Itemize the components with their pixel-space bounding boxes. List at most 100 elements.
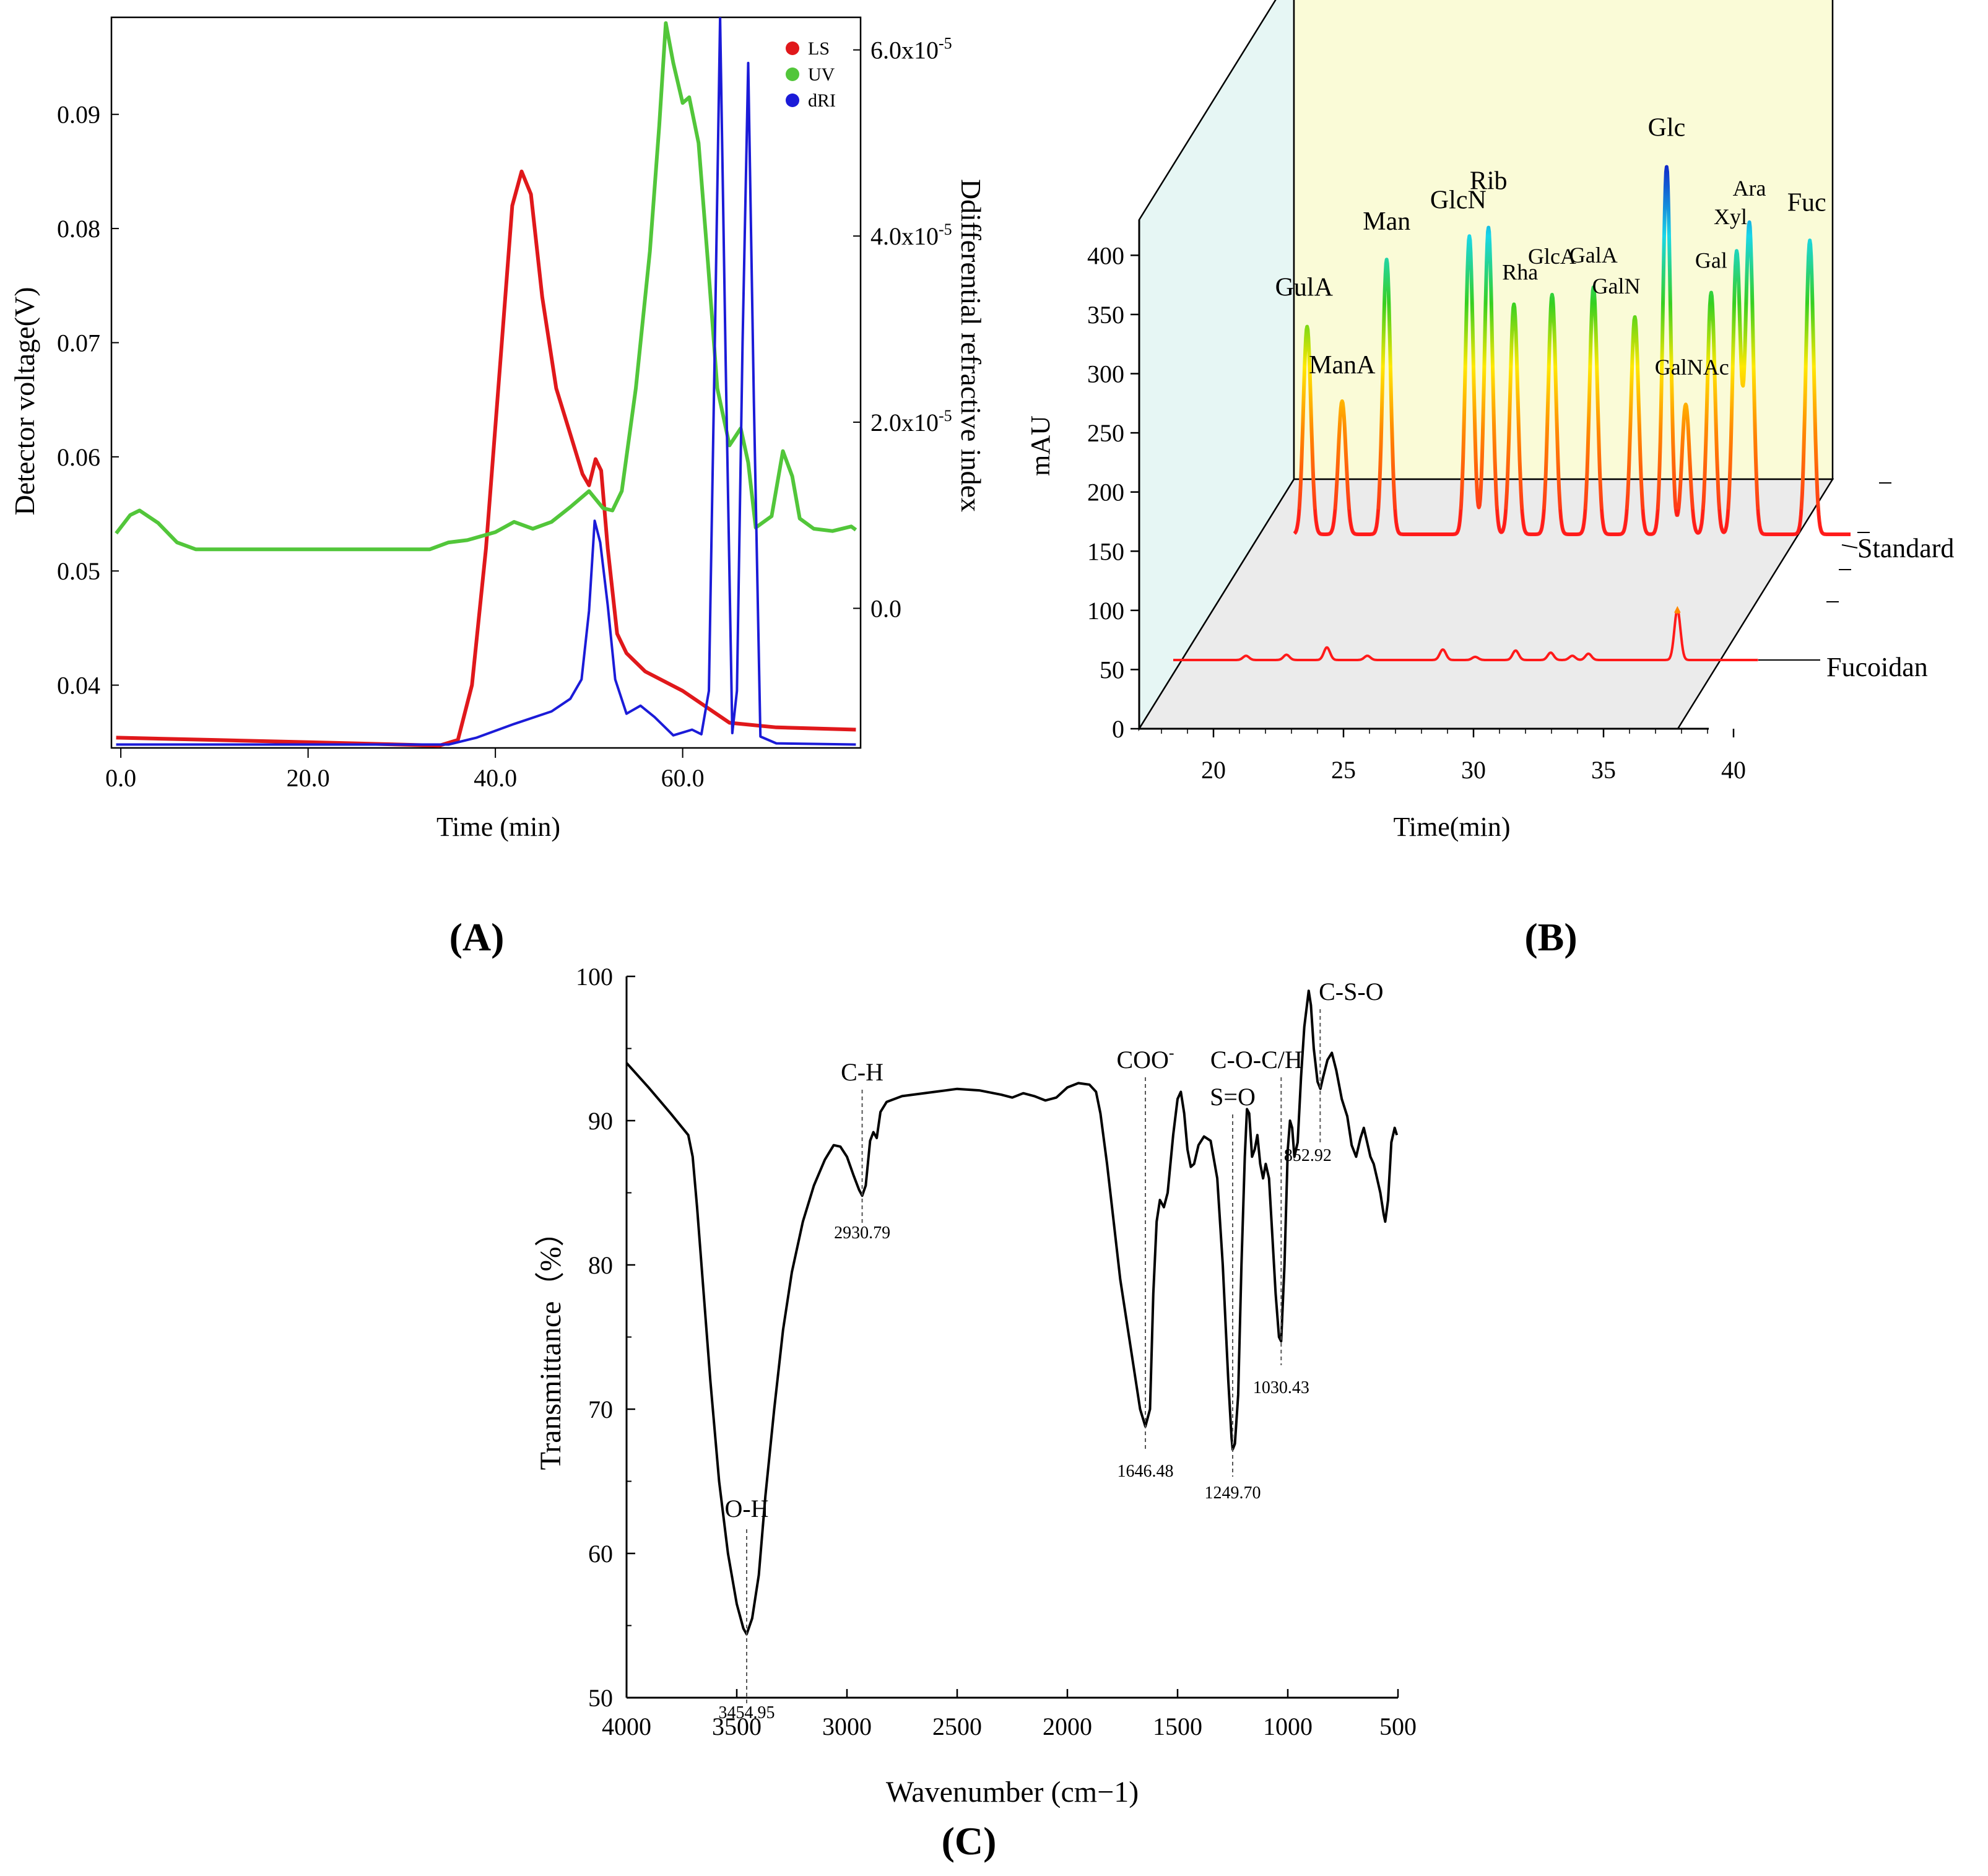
peak-label-xyl: Xyl xyxy=(1714,204,1747,229)
annotation-value: 852.92 xyxy=(1284,1146,1332,1165)
peak-label-gal: Gal xyxy=(1695,248,1727,273)
y2-tick-sup: -5 xyxy=(939,407,952,425)
annotation-coo-base: COO xyxy=(1116,1046,1168,1074)
y2-tick-label-a: 0.0 xyxy=(870,595,901,623)
y-tick-label-c: 60 xyxy=(588,1540,613,1568)
x-tick-label-c: 500 xyxy=(1379,1713,1417,1740)
y2-tick-value: 0.0 xyxy=(870,595,901,623)
annotation-value: 2930.79 xyxy=(834,1223,890,1243)
panel-label-b: (B) xyxy=(1524,915,1577,959)
legend-marker-dri xyxy=(786,93,799,107)
panel-b-monosaccharide-hplc: 0 50 100 150 200 250 300 350 400 20 25 30 35 40 Time(m… xyxy=(1025,0,1954,842)
x-axis-title-a: Time (min) xyxy=(436,812,560,842)
standard-label-line xyxy=(1841,544,1858,549)
peak-label-galn: GalN xyxy=(1592,274,1641,298)
peak-label-fuc: Fuc xyxy=(1787,188,1826,217)
x-tick-label-c: 1500 xyxy=(1153,1713,1202,1740)
peak-label-glca: GlcA xyxy=(1528,244,1576,269)
y-tick-label-a: 0.08 xyxy=(57,215,100,243)
y2-tick-base: 2.0x10 xyxy=(870,409,939,436)
annotation-coo-sup: - xyxy=(1169,1044,1174,1062)
x-tick-label-a: 0.0 xyxy=(105,764,136,792)
x-tick-label-c: 3500 xyxy=(712,1713,762,1740)
x-tick-label-b: 20 xyxy=(1201,756,1226,784)
series-line-dri xyxy=(116,17,856,746)
annotation-label-ch: C-H xyxy=(841,1058,883,1086)
y-tick-label-b: 350 xyxy=(1087,301,1124,329)
x-tick-label-a: 20.0 xyxy=(287,764,330,792)
x-tick-label-c: 2500 xyxy=(932,1713,982,1740)
y-tick-label-c: 90 xyxy=(588,1107,613,1135)
fucoidan-trace xyxy=(1173,608,1759,661)
legend-label-ls: LS xyxy=(808,38,830,59)
annotation-label-cso: C-S-O xyxy=(1319,978,1383,1005)
legend-marker-ls xyxy=(786,41,799,55)
y-tick-label-a: 0.06 xyxy=(57,443,100,471)
panel-c-ftir-spectrum: 50 60 70 80 90 100 4000 3500 3000 2500 2000 1500 100… xyxy=(534,963,1417,1809)
series-line-uv xyxy=(115,21,857,552)
peak-label-glcn: GlcN xyxy=(1430,186,1487,214)
y-tick-label-b: 300 xyxy=(1087,360,1124,388)
standard-trace-base xyxy=(1293,510,1851,536)
y-tick-label-a: 0.04 xyxy=(57,672,100,700)
y-tick-label-b: 250 xyxy=(1087,419,1124,447)
peak-label-ara: Ara xyxy=(1733,176,1766,201)
x-tick-label-c: 4000 xyxy=(602,1713,651,1740)
y2-tick-label-a: 2.0x10-5 xyxy=(870,407,952,436)
y-tick-label-a: 0.09 xyxy=(57,101,100,129)
legend-marker-uv xyxy=(786,67,799,81)
panel-label-c: (C) xyxy=(942,1819,997,1863)
x-tick-label-b: 25 xyxy=(1331,756,1356,784)
y-tick-label-b: 200 xyxy=(1087,479,1124,506)
panel-a-chromatogram: 0.04 0.05 0.06 0.07 0.08 0.09 0.0 20.0 40.0 60.0 0… xyxy=(9,16,987,842)
y-tick-label-b: 0 xyxy=(1112,715,1124,743)
y-axis-title-b: mAU xyxy=(1025,415,1056,476)
peak-label-mana: ManA xyxy=(1309,351,1376,380)
plot-frame-a xyxy=(110,16,862,749)
series-label-standard: Standard xyxy=(1857,533,1954,563)
x-tick-label-b: 35 xyxy=(1591,756,1616,784)
legend-label-dri: dRI xyxy=(808,90,836,111)
peak-label-rib: Rib xyxy=(1470,167,1508,196)
y-tick-label-a: 0.07 xyxy=(57,329,100,357)
peak-label-rha: Rha xyxy=(1502,259,1538,284)
y-axis-title-a: Detector voltage(V) xyxy=(9,287,40,515)
peak-label-man: Man xyxy=(1363,207,1410,236)
x-tick-label-a: 40.0 xyxy=(474,764,517,792)
x-tick-label-a: 60.0 xyxy=(661,764,705,792)
y2-tick-sup: -5 xyxy=(939,35,952,53)
x-axis-title-c: Wavenumber (cm−1) xyxy=(886,1776,1139,1809)
annotation-value: 1249.70 xyxy=(1205,1483,1261,1503)
annotation-label-coch: C-O-C/H xyxy=(1210,1046,1303,1074)
x-axis-title-b: Time(min) xyxy=(1393,812,1510,842)
annotation-label-oh: O-H xyxy=(724,1495,768,1522)
y-tick-label-c: 80 xyxy=(588,1251,613,1279)
y-tick-label-b: 100 xyxy=(1087,597,1124,625)
y-tick-label-b: 50 xyxy=(1100,656,1124,684)
legend-label-uv: UV xyxy=(808,64,835,85)
annotation-label-coo: COO- xyxy=(1116,1044,1174,1074)
x-tick-label-b: 30 xyxy=(1461,756,1486,784)
x-tick-label-c: 3000 xyxy=(822,1713,872,1740)
series-line-ls xyxy=(116,169,856,748)
series-label-fucoidan: Fucoidan xyxy=(1826,652,1928,682)
y2-tick-sup: -5 xyxy=(939,220,952,238)
panel-label-a: (A) xyxy=(449,915,505,959)
peak-label-galnac: GalNAc xyxy=(1655,355,1729,380)
fucoidan-peak-tip xyxy=(1674,606,1681,614)
x-tick-label-b: 40 xyxy=(1721,756,1746,784)
y2-tick-base: 6.0x10 xyxy=(870,37,939,64)
peak-label-gala: GalA xyxy=(1569,243,1618,267)
y-tick-label-b: 150 xyxy=(1087,537,1124,565)
y-tick-label-c: 50 xyxy=(588,1684,613,1712)
y-tick-label-b: 400 xyxy=(1087,241,1124,269)
y-tick-label-c: 70 xyxy=(588,1396,613,1423)
y2-tick-label-a: 4.0x10-5 xyxy=(870,220,952,250)
y2-axis-title-a: Ddifferential refractive index xyxy=(955,179,987,512)
annotation-label-so: S=O xyxy=(1210,1083,1256,1111)
annotation-value: 3454.95 xyxy=(719,1703,775,1722)
peak-label-glc: Glc xyxy=(1648,114,1686,142)
y2-tick-base: 4.0x10 xyxy=(870,222,939,250)
peak-label-gula: GulA xyxy=(1275,274,1334,302)
